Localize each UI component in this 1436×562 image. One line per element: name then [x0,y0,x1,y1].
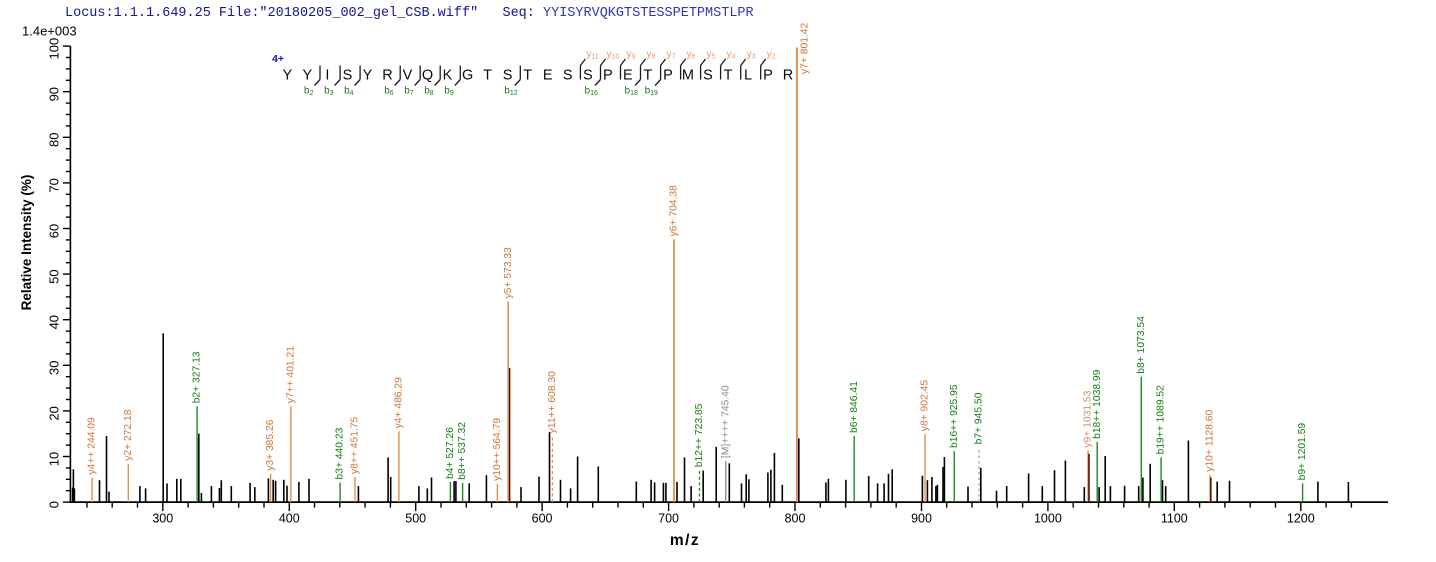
svg-text:y10: y10 [607,49,620,61]
svg-text:I: I [325,68,329,84]
svg-text:P: P [763,68,773,84]
svg-text:80: 80 [47,133,62,147]
svg-text:T: T [643,68,652,84]
svg-text:Y: Y [282,68,292,84]
svg-text:10: 10 [47,452,62,466]
svg-text:V: V [403,68,413,84]
svg-text:S: S [503,68,513,84]
svg-text:K: K [443,68,453,84]
svg-text:Y: Y [302,68,312,84]
svg-text:b19: b19 [645,86,658,98]
svg-text:b16++ 925.95: b16++ 925.95 [949,384,960,448]
svg-text:R: R [382,68,392,84]
svg-text:b4+ 527.26: b4+ 527.26 [445,427,456,479]
svg-text:900: 900 [911,512,932,526]
svg-text:L: L [744,68,752,84]
svg-text:Q: Q [422,68,433,84]
svg-text:b12: b12 [504,86,517,98]
svg-text:70: 70 [47,178,62,192]
svg-text:90: 90 [47,87,62,101]
svg-text:y7: y7 [667,49,676,61]
svg-text:Y: Y [363,68,373,84]
svg-text:P: P [663,68,673,84]
svg-text:b6: b6 [384,86,394,98]
svg-text:y8++ 451.75: y8++ 451.75 [350,416,361,474]
svg-text:y8: y8 [647,49,656,61]
svg-text:b18: b18 [625,86,638,98]
svg-text:y2+ 272.18: y2+ 272.18 [123,409,134,461]
svg-text:y10++ 564.79: y10++ 564.79 [492,418,503,481]
svg-text:G: G [462,68,473,84]
svg-text:b7: b7 [404,86,414,98]
svg-text:y4+ 486.29: y4+ 486.29 [394,377,405,429]
svg-text:y9+ 1031.53: y9+ 1031.53 [1083,390,1094,447]
svg-text:b8+ 1073.54: b8+ 1073.54 [1136,316,1147,374]
svg-text:R: R [783,68,793,84]
svg-text:b9: b9 [444,86,454,98]
svg-text:1.4e+003: 1.4e+003 [22,24,77,39]
svg-text:300: 300 [152,512,173,526]
svg-text:1200: 1200 [1287,512,1315,526]
svg-text:y10+ 1128.60: y10+ 1128.60 [1205,409,1216,471]
svg-text:M: M [682,68,694,84]
svg-text:T: T [523,68,532,84]
svg-text:y9: y9 [627,49,636,61]
svg-text:y3: y3 [747,49,756,61]
svg-text:y4: y4 [727,49,736,61]
svg-text:y4++ 244.09: y4++ 244.09 [87,417,98,475]
svg-text:E: E [543,68,553,84]
svg-text:y11: y11 [586,49,598,61]
svg-text:600: 600 [532,512,553,526]
svg-text:y11++ 608.30: y11++ 608.30 [547,371,558,433]
svg-text:b4: b4 [344,86,354,98]
svg-text:S: S [343,68,353,84]
svg-text:b18++ 1038.99: b18++ 1038.99 [1092,369,1103,439]
svg-text:y5+ 573.33: y5+ 573.33 [503,247,514,299]
svg-text:b7+ 945.50: b7+ 945.50 [974,392,985,444]
svg-text:b19++ 1089.52: b19++ 1089.52 [1156,385,1167,455]
svg-text:60: 60 [47,224,62,238]
svg-text:y3+ 385.26: y3+ 385.26 [265,419,276,471]
svg-text:b8++ 537.32: b8++ 537.32 [457,422,468,480]
svg-text:E: E [623,68,633,84]
svg-text:y7++ 401.21: y7++ 401.21 [285,346,296,404]
svg-text:b12++ 723.85: b12++ 723.85 [694,403,705,467]
svg-text:b3+ 440.23: b3+ 440.23 [335,427,346,479]
svg-text:S: S [703,68,713,84]
svg-text:1100: 1100 [1161,512,1188,526]
svg-text:30: 30 [47,361,62,375]
svg-text:400: 400 [279,512,300,526]
svg-text:b2: b2 [304,86,314,98]
svg-text:500: 500 [405,512,426,526]
svg-text:T: T [724,68,733,84]
svg-text:40: 40 [47,315,62,329]
svg-text:b8: b8 [424,86,434,98]
svg-text:S: S [583,68,593,84]
svg-text:b3: b3 [324,86,334,98]
svg-text:800: 800 [785,512,806,526]
svg-text:4+: 4+ [272,53,284,65]
svg-text:P: P [603,68,613,84]
svg-text:y8+ 902.45: y8+ 902.45 [920,380,931,432]
svg-text:100: 100 [47,38,62,60]
svg-text:S: S [563,68,573,84]
svg-text:y6+ 704.38: y6+ 704.38 [669,185,680,237]
svg-text:y6: y6 [687,49,696,61]
svg-text:y5: y5 [707,49,716,61]
svg-text:1000: 1000 [1034,512,1062,526]
svg-text:0: 0 [47,501,62,508]
svg-text:[M]++++ 745.40: [M]++++ 745.40 [720,385,731,458]
svg-text:b2+ 327.13: b2+ 327.13 [192,351,203,403]
svg-text:Relative Intensity (%): Relative Intensity (%) [19,175,34,311]
svg-text:700: 700 [658,512,679,526]
svg-text:b9+ 1201.59: b9+ 1201.59 [1297,423,1308,481]
svg-text:T: T [483,68,492,84]
svg-text:50: 50 [47,269,62,283]
svg-text:y7+ 801.42: y7+ 801.42 [800,22,811,74]
svg-text:20: 20 [47,406,62,420]
svg-text:y2: y2 [767,49,776,61]
svg-text:m/z: m/z [670,532,700,549]
svg-text:b6+ 846.41: b6+ 846.41 [849,381,860,433]
svg-text:b16: b16 [585,86,598,98]
